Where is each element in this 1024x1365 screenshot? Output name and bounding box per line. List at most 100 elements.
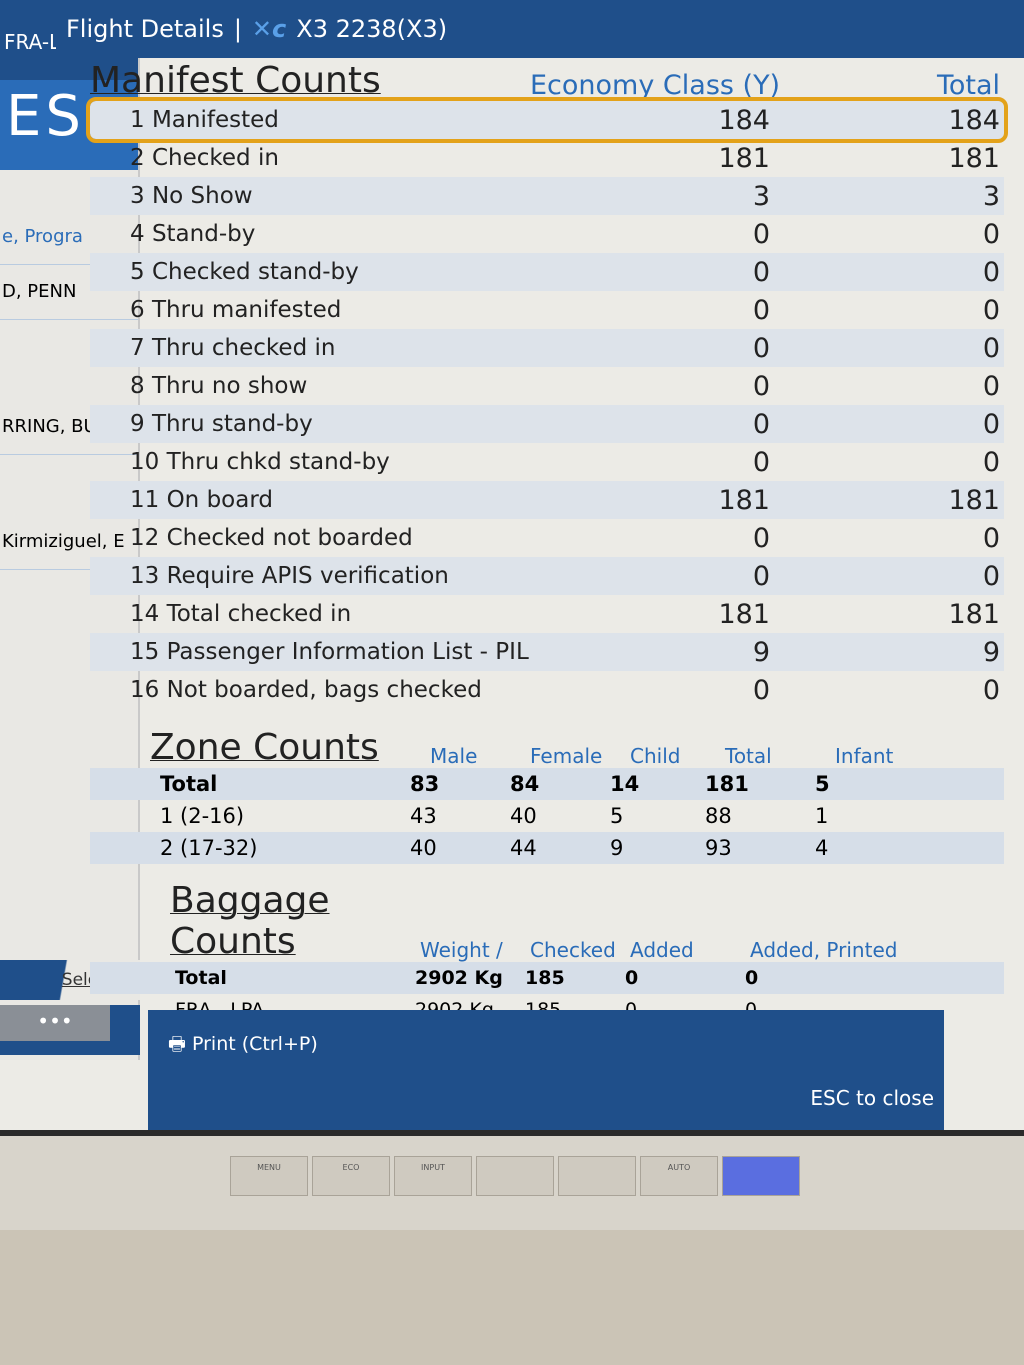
table-row[interactable]: 11 On board 181 181 xyxy=(90,481,1004,519)
table-row[interactable]: 16 Not boarded, bags checked 0 0 xyxy=(90,671,1004,709)
economy-count: 0 xyxy=(752,370,770,402)
flight-number: X3 2238(X3) xyxy=(296,15,448,43)
row-label: 4 Stand-by xyxy=(130,221,256,247)
economy-count: 0 xyxy=(752,560,770,592)
column-header: Total xyxy=(936,70,1000,101)
monitor-button[interactable]: AUTO xyxy=(640,1156,718,1196)
cell: 185 xyxy=(525,967,565,989)
table-row[interactable]: 7 Thru checked in 0 0 xyxy=(90,329,1004,367)
row-label: 3 No Show xyxy=(130,183,253,209)
cell: 0 xyxy=(625,967,639,989)
monitor-button[interactable] xyxy=(476,1156,554,1196)
table-row[interactable]: 14 Total checked in 181 181 xyxy=(90,595,1004,633)
table-row[interactable]: 5 Checked stand-by 0 0 xyxy=(90,253,1004,291)
cell: 5 xyxy=(610,804,624,828)
manifest-table: 1 Manifested 184 184 2 Checked in 181 181 3 No… xyxy=(86,97,1008,709)
cell: 2902 Kg xyxy=(415,967,503,989)
row-label: 12 Checked not boarded xyxy=(130,525,413,551)
manifest-header: Manifest Counts Economy Class (Y) Total xyxy=(90,60,1004,101)
column-header: Male xyxy=(430,744,478,768)
separator: | xyxy=(233,15,242,43)
row-label: 16 Not boarded, bags checked xyxy=(130,677,482,703)
table-row[interactable]: 3 No Show 3 3 xyxy=(90,177,1004,215)
table-row[interactable]: 8 Thru no show 0 0 xyxy=(90,367,1004,405)
total-count: 184 xyxy=(948,104,1000,136)
table-row: Total 83 84 14 181 5 xyxy=(90,768,1004,800)
print-button[interactable]: 🖶 Print (Ctrl+P) xyxy=(168,1030,318,1062)
column-header: Checked xyxy=(530,938,616,962)
cell: 1 xyxy=(815,804,829,828)
zone-title: Zone Counts xyxy=(150,727,379,768)
row-label: 5 Checked stand-by xyxy=(130,259,359,285)
row-label: 9 Thru stand-by xyxy=(130,411,313,437)
more-bar: ••• xyxy=(0,1005,140,1055)
cell: 93 xyxy=(705,836,732,860)
total-count: 0 xyxy=(982,370,1000,402)
screen: FRA-L ES e, Progra D, PENN RRING, BU Kir… xyxy=(0,0,1024,1130)
cell: 88 xyxy=(705,804,732,828)
row-label: 7 Thru checked in xyxy=(130,335,336,361)
table-row: 2 (17-32) 40 44 9 93 4 xyxy=(90,832,1004,864)
table-row[interactable]: 15 Passenger Information List - PIL 9 9 xyxy=(90,633,1004,671)
economy-count: 9 xyxy=(752,636,770,668)
total-count: 181 xyxy=(948,142,1000,174)
row-label: 2 Checked in xyxy=(130,145,279,171)
row-label: 14 Total checked in xyxy=(130,601,352,627)
row-label: 8 Thru no show xyxy=(130,373,308,399)
airline-logo-icon: ✕c xyxy=(251,15,287,43)
total-count: 181 xyxy=(948,598,1000,630)
sidebar-item[interactable]: Kirmiziguel, E xyxy=(0,515,138,570)
economy-count: 0 xyxy=(752,408,770,440)
zone-table: Total 83 84 14 181 5 1 (2-16) 43 40 5 88 1 2 (17-32)… xyxy=(90,768,1004,864)
economy-count: 181 xyxy=(718,598,770,630)
sidebar-item[interactable]: D, PENN xyxy=(0,265,138,320)
cell: 40 xyxy=(410,836,437,860)
table-row[interactable]: 12 Checked not boarded 0 0 xyxy=(90,519,1004,557)
economy-count: 0 xyxy=(752,674,770,706)
monitor-button[interactable]: MENU xyxy=(230,1156,308,1196)
table-row[interactable]: 4 Stand-by 0 0 xyxy=(90,215,1004,253)
table-row[interactable]: 13 Require APIS verification 0 0 xyxy=(90,557,1004,595)
economy-count: 181 xyxy=(718,484,770,516)
economy-count: 0 xyxy=(752,522,770,554)
monitor-button[interactable] xyxy=(558,1156,636,1196)
table-row[interactable]: 9 Thru stand-by 0 0 xyxy=(90,405,1004,443)
row-label: 13 Require APIS verification xyxy=(130,563,449,589)
cell: 14 xyxy=(610,772,640,796)
flight-details-content: Manifest Counts Economy Class (Y) Total … xyxy=(86,60,1008,1026)
total-count: 0 xyxy=(982,446,1000,478)
table-row[interactable]: 1 Manifested 184 184 xyxy=(86,97,1008,143)
baggage-title: Baggage Counts xyxy=(170,880,330,962)
row-label: 11 On board xyxy=(130,487,273,513)
total-count: 3 xyxy=(982,180,1000,212)
row-label: 1 (2-16) xyxy=(160,804,245,828)
column-header: Weight / xyxy=(420,938,503,962)
monitor-button[interactable]: ECO xyxy=(312,1156,390,1196)
row-label: 10 Thru chkd stand-by xyxy=(130,449,390,475)
column-header: Added, Printed xyxy=(750,938,898,962)
esc-close-button[interactable]: ESC to close xyxy=(810,1086,934,1110)
cell: 5 xyxy=(815,772,830,796)
table-row[interactable]: 2 Checked in 181 181 xyxy=(90,139,1004,177)
monitor-button[interactable]: INPUT xyxy=(394,1156,472,1196)
table-row[interactable]: 10 Thru chkd stand-by 0 0 xyxy=(90,443,1004,481)
total-count: 0 xyxy=(982,218,1000,250)
column-header: Added xyxy=(630,938,694,962)
monitor-button[interactable] xyxy=(722,1156,800,1196)
row-label: Total xyxy=(160,772,218,796)
dialog-footer: 🖶 Print (Ctrl+P) ESC to close xyxy=(148,1010,944,1130)
cell: 181 xyxy=(705,772,749,796)
total-count: 0 xyxy=(982,522,1000,554)
row-label: Total xyxy=(175,967,227,989)
more-button[interactable]: ••• xyxy=(0,1005,110,1041)
column-header: Total xyxy=(725,744,772,768)
economy-count: 0 xyxy=(752,294,770,326)
economy-count: 181 xyxy=(718,142,770,174)
sidebar-item[interactable]: e, Progra xyxy=(0,210,138,265)
total-count: 0 xyxy=(982,560,1000,592)
sidebar: FRA-L ES e, Progra D, PENN RRING, BU Kir… xyxy=(0,0,140,1060)
total-count: 0 xyxy=(982,294,1000,326)
sidebar-item[interactable]: RRING, BU xyxy=(0,400,138,455)
table-row[interactable]: 6 Thru manifested 0 0 xyxy=(90,291,1004,329)
row-label: 6 Thru manifested xyxy=(130,297,342,323)
